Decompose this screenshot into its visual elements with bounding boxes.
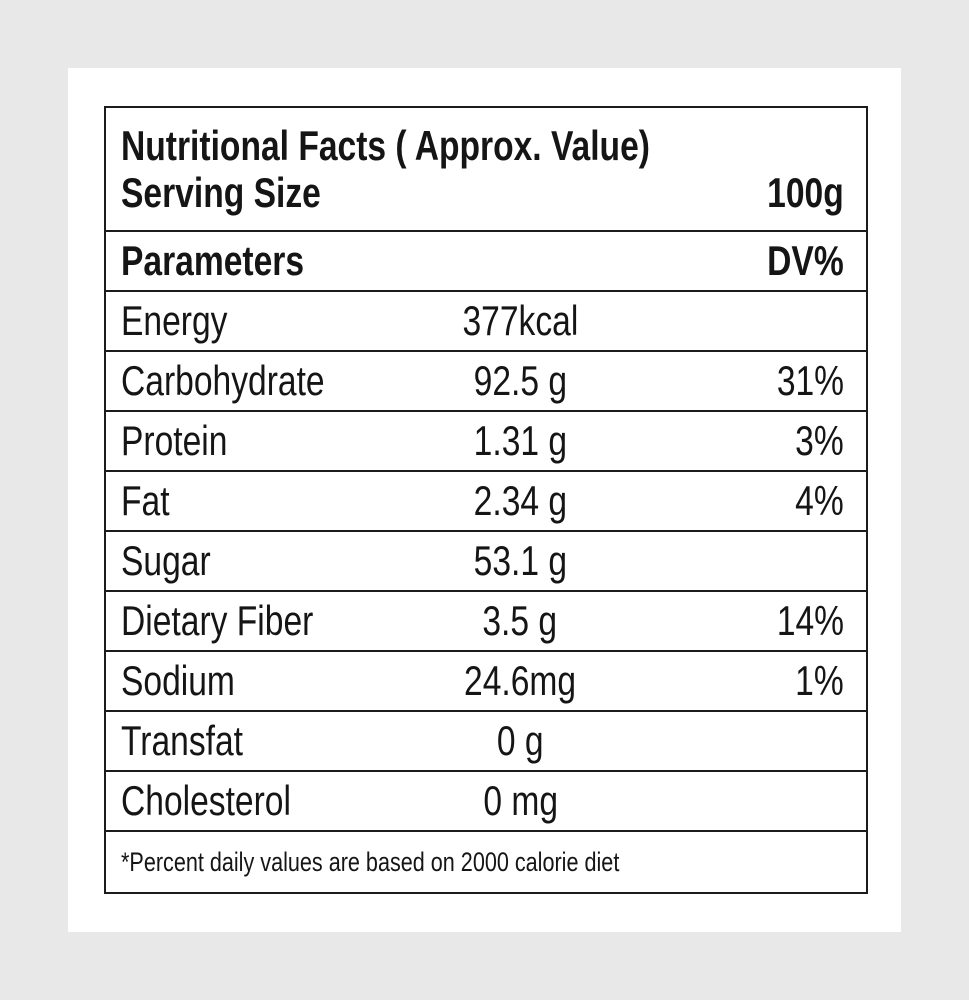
footnote-row: *Percent daily values are based on 2000 … bbox=[106, 832, 866, 892]
nutrient-dv bbox=[630, 777, 866, 825]
nutrient-name: Dietary Fiber bbox=[121, 597, 314, 644]
nutrient-amount: 92.5 g bbox=[473, 357, 567, 404]
column-header-dv: DV% bbox=[767, 237, 844, 284]
nutrient-amount: 53.1 g bbox=[473, 537, 567, 584]
nutrient-amount: 0 g bbox=[496, 717, 544, 764]
nutrient-amount: 2.34 g bbox=[473, 477, 567, 524]
nutrient-dv: 1% bbox=[795, 657, 844, 704]
nutrient-row: Transfat 0 g bbox=[106, 712, 866, 772]
nutrient-row: Sodium 24.6mg 1% bbox=[106, 652, 866, 712]
nutrient-name: Protein bbox=[121, 417, 228, 464]
nutrient-dv: 31% bbox=[776, 357, 844, 404]
nutrient-row: Carbohydrate 92.5 g 31% bbox=[106, 352, 866, 412]
table-header: Nutritional Facts ( Approx. Value) Servi… bbox=[106, 108, 866, 232]
nutrient-row: Fat 2.34 g 4% bbox=[106, 472, 866, 532]
nutrient-name: Sodium bbox=[121, 657, 235, 704]
column-header-row: Parameters DV% bbox=[106, 232, 866, 292]
nutrient-amount: 1.31 g bbox=[473, 417, 567, 464]
nutrition-table: Nutritional Facts ( Approx. Value) Servi… bbox=[104, 106, 868, 894]
nutrient-name: Carbohydrate bbox=[121, 357, 325, 404]
nutrient-name: Fat bbox=[121, 477, 170, 524]
footnote-text: *Percent daily values are based on 2000 … bbox=[121, 846, 620, 877]
nutrient-amount: 24.6mg bbox=[464, 657, 577, 704]
nutrient-row: Energy 377kcal bbox=[106, 292, 866, 352]
nutrient-row: Sugar 53.1 g bbox=[106, 532, 866, 592]
nutrient-row: Cholesterol 0 mg bbox=[106, 772, 866, 832]
label-title-text: Nutritional Facts ( Approx. Value) bbox=[121, 122, 650, 169]
nutrition-label-card: Nutritional Facts ( Approx. Value) Servi… bbox=[68, 68, 901, 932]
nutrient-row: Dietary Fiber 3.5 g 14% bbox=[106, 592, 866, 652]
serving-size-line: Serving Size 100g bbox=[121, 169, 844, 216]
column-header-parameters: Parameters bbox=[121, 237, 305, 284]
nutrient-name: Sugar bbox=[121, 537, 211, 584]
nutrient-dv bbox=[630, 297, 866, 345]
nutrient-amount: 0 mg bbox=[482, 777, 558, 824]
nutrient-dv: 14% bbox=[776, 597, 844, 644]
nutrient-row: Protein 1.31 g 3% bbox=[106, 412, 866, 472]
nutrient-name: Transfat bbox=[121, 717, 243, 764]
nutrient-dv: 3% bbox=[795, 417, 844, 464]
serving-size-label: Serving Size bbox=[121, 169, 321, 216]
nutrient-amount: 377kcal bbox=[462, 297, 579, 344]
nutrient-dv: 4% bbox=[795, 477, 844, 524]
serving-size-value: 100g bbox=[767, 169, 844, 216]
nutrient-name: Cholesterol bbox=[121, 777, 291, 824]
label-title: Nutritional Facts ( Approx. Value) bbox=[121, 122, 844, 169]
nutrient-dv bbox=[630, 717, 866, 765]
nutrient-name: Energy bbox=[121, 297, 228, 344]
nutrient-amount: 3.5 g bbox=[482, 597, 558, 644]
nutrient-dv bbox=[630, 537, 866, 585]
